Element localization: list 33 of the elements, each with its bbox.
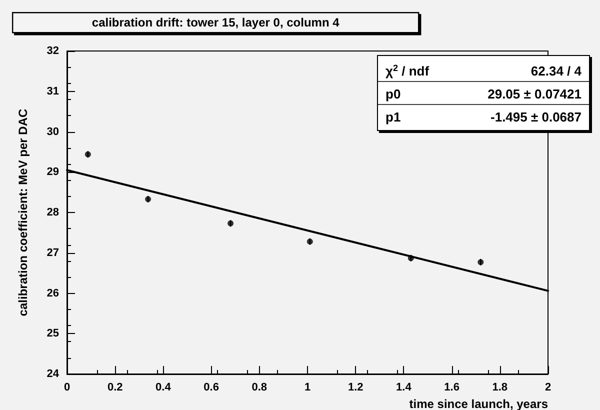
x-tick-label: 1.2 bbox=[348, 382, 364, 394]
annotation: 29.05 ± 0.07421 bbox=[488, 86, 582, 102]
y-tick-label: 27 bbox=[46, 246, 59, 259]
x-tick-label: 0.6 bbox=[204, 382, 219, 394]
annotation: 62.34 / 4 bbox=[530, 64, 582, 78]
chart-title: calibration drift: tower 15, layer 0, column 4 bbox=[92, 16, 340, 30]
x-tick-label: 0.8 bbox=[252, 382, 268, 394]
x-tick-label: 1.8 bbox=[492, 382, 508, 394]
x-tick-label: 1 bbox=[304, 382, 311, 394]
annotation: p0 bbox=[386, 86, 401, 102]
x-tick-label: 1.4 bbox=[396, 382, 412, 394]
annotation: -1.495 ± 0.0687 bbox=[490, 110, 582, 124]
y-axis-title: calibration coefficient: MeV per DAC bbox=[16, 108, 30, 316]
annotation: p1 bbox=[386, 110, 401, 124]
y-tick-label: 28 bbox=[46, 206, 59, 218]
y-tick-label: 31 bbox=[46, 85, 59, 98]
x-tick-label: 0.4 bbox=[156, 382, 172, 394]
point bbox=[408, 255, 414, 262]
y-tick-label: 25 bbox=[46, 328, 59, 340]
y-tick-label: 32 bbox=[46, 45, 59, 57]
y-tick-label: 26 bbox=[46, 287, 59, 300]
y-tick-label: 30 bbox=[46, 126, 59, 138]
y-tick-label: 29 bbox=[46, 166, 59, 178]
point bbox=[228, 220, 234, 226]
x-tick-label: 0 bbox=[64, 382, 70, 394]
x-tick-label: 0.2 bbox=[107, 382, 123, 394]
point bbox=[306, 238, 313, 245]
y-tick-label: 24 bbox=[46, 368, 60, 380]
x-tick-label: 2 bbox=[544, 382, 552, 394]
point bbox=[478, 259, 484, 266]
point bbox=[84, 151, 91, 158]
point bbox=[145, 196, 152, 202]
x-tick-label: 1.6 bbox=[444, 382, 460, 394]
